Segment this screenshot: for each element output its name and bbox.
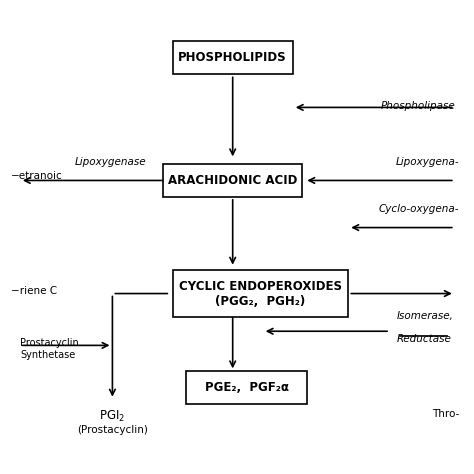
Text: Thro-: Thro-: [432, 409, 459, 419]
Text: PHOSPHOLIPIDS: PHOSPHOLIPIDS: [178, 52, 287, 64]
Text: Cyclo-oxygena-: Cyclo-oxygena-: [379, 204, 459, 214]
FancyBboxPatch shape: [173, 41, 293, 74]
FancyBboxPatch shape: [173, 270, 348, 317]
Text: −riene C: −riene C: [10, 286, 57, 296]
Text: Phospholipase: Phospholipase: [381, 101, 456, 111]
Text: Prostacyclin
Synthetase: Prostacyclin Synthetase: [20, 338, 79, 360]
Text: ARACHIDONIC ACID: ARACHIDONIC ACID: [168, 174, 297, 187]
Text: PGI$_2$: PGI$_2$: [100, 409, 126, 424]
Text: CYCLIC ENDOPEROXIDES
(PGG₂,  PGH₂): CYCLIC ENDOPEROXIDES (PGG₂, PGH₂): [179, 280, 342, 308]
FancyBboxPatch shape: [164, 164, 302, 197]
Text: −etranoic: −etranoic: [10, 171, 63, 181]
Text: (Prostacyclin): (Prostacyclin): [77, 426, 148, 436]
Text: Lipoxygena-: Lipoxygena-: [396, 157, 459, 167]
Text: Reductase: Reductase: [397, 334, 452, 344]
Text: Isomerase,: Isomerase,: [397, 311, 454, 321]
FancyBboxPatch shape: [186, 371, 307, 404]
Text: Lipoxygenase: Lipoxygenase: [74, 157, 146, 167]
Text: PGE₂,  PGF₂α: PGE₂, PGF₂α: [205, 381, 289, 394]
